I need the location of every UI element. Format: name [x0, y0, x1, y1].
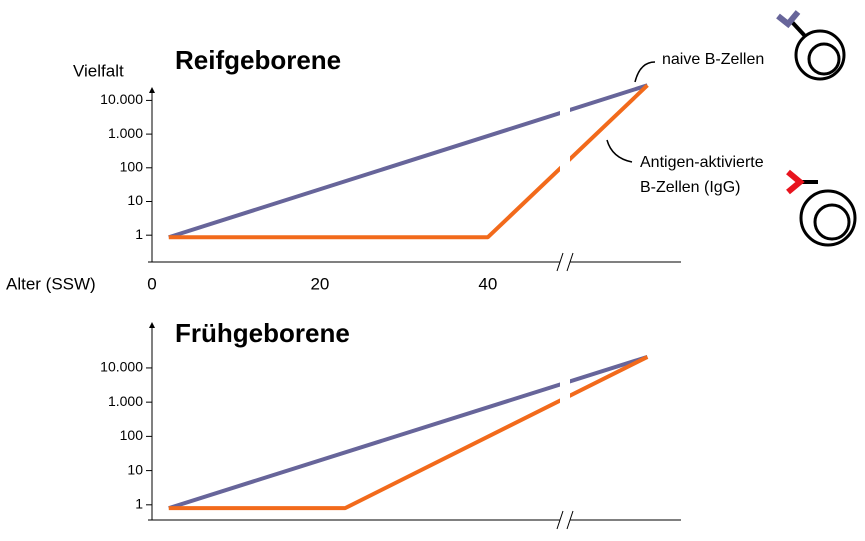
arrow [635, 62, 655, 82]
y-tick-label: 1 [135, 226, 143, 242]
y-tick-label: 10 [127, 192, 143, 208]
y-tick-label: 100 [120, 158, 144, 174]
y-tick-label: 10.000 [100, 359, 143, 375]
x-tick-label: 40 [478, 274, 497, 293]
chart-title: Reifgeborene [175, 45, 341, 75]
activated-cell-icon [788, 172, 855, 245]
series-line [169, 85, 648, 237]
chart-title: Frühgeborene [175, 318, 350, 348]
annotation: naive B-Zellen [662, 51, 764, 68]
chart: Reifgeborene Vielfalt Alter (SSW) Frühge… [0, 0, 865, 541]
y-axis-label: Vielfalt [73, 61, 124, 80]
x-tick-label: 20 [310, 274, 329, 293]
series-line [169, 357, 648, 508]
y-tick-label: 1.000 [108, 393, 143, 409]
y-tick-label: 1 [135, 496, 143, 512]
y-axis-arrow [149, 322, 155, 328]
y-tick-label: 100 [120, 427, 144, 443]
y-tick-label: 10.000 [100, 91, 143, 107]
axis-break-gap [560, 82, 570, 269]
axis-break-gap [560, 317, 570, 527]
y-tick-label: 10 [127, 461, 143, 477]
annotation: Antigen-aktivierte [640, 154, 764, 171]
annotation-arrows [607, 62, 655, 162]
x-axis-label: Alter (SSW) [6, 274, 96, 293]
x-tick-label: 0 [147, 274, 156, 293]
y-tick-label: 1.000 [108, 125, 143, 141]
naive-cell-icon [778, 12, 844, 79]
y-axis-arrow [149, 87, 155, 93]
annotation: B-Zellen (IgG) [640, 179, 740, 196]
arrow [607, 140, 632, 162]
